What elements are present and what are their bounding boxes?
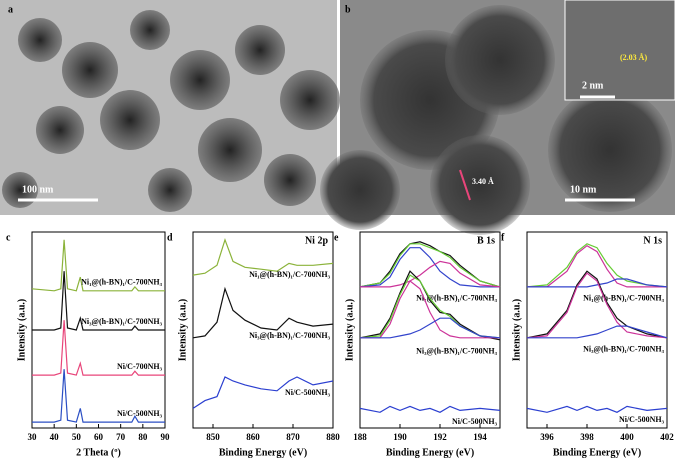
data-line — [359, 241, 501, 288]
plot-frame — [359, 231, 501, 429]
x-tick-label: 860 — [246, 432, 260, 442]
scale-bar-label: 2 nm — [582, 80, 604, 91]
series-label: Ni/C-500NH₃ — [452, 417, 498, 426]
data-line — [360, 317, 501, 339]
x-axis-label: 2 Theta (º) — [76, 447, 121, 458]
chart-title: B 1s — [477, 235, 495, 246]
x-tick-label: 850 — [206, 432, 220, 442]
scale-bar-label: 100 nm — [22, 184, 54, 195]
panel-label: c — [6, 232, 11, 243]
x-tick-label: 402 — [660, 432, 674, 442]
spacing-label: (2.03 Å) — [620, 53, 647, 62]
data-line — [526, 270, 668, 339]
x-tick-label: 192 — [433, 432, 447, 442]
data-line — [359, 247, 500, 288]
inset — [564, 0, 675, 101]
data-line — [526, 243, 668, 288]
data-line — [192, 237, 334, 276]
plot-frame — [526, 231, 668, 429]
y-axis-label: Intensity (a.u.) — [511, 299, 522, 362]
plot-frame — [192, 231, 334, 429]
series-label: Ni₁@(h-BN)₁/C-700NH₃ — [81, 278, 162, 287]
x-tick-label: 90 — [161, 432, 171, 442]
data-line — [32, 271, 165, 331]
data-line — [527, 244, 667, 288]
x-tick-label: 190 — [393, 432, 407, 442]
series-label: Ni₁@(h-BN)₁/C-700NH₃ — [416, 294, 497, 303]
x-tick-label: 400 — [620, 432, 634, 442]
x-tick-label: 60 — [94, 432, 104, 442]
series-label: Ni₃@(h-BN)₁/C-700NH₃ — [416, 347, 497, 356]
panel-label: b — [345, 4, 351, 15]
data-line — [526, 272, 668, 339]
x-axis-label: Binding Energy (eV) — [553, 447, 641, 458]
panel-label: a — [8, 4, 13, 15]
series-label: Ni₃@(h-BN)₁/C-700NH₃ — [81, 317, 162, 326]
series-label: Ni/C-700NH₃ — [117, 362, 163, 371]
data-line — [527, 278, 668, 288]
series-label: Ni/C-500NH₃ — [285, 388, 331, 397]
y-axis-label: Intensity (a.u.) — [344, 299, 355, 362]
y-axis-label: Intensity (a.u.) — [177, 299, 188, 362]
tem-image-a: a 100 nm — [0, 0, 340, 215]
series-label: Ni₃@(h-BN)₁/C-700NH₃ — [583, 345, 664, 354]
y-axis-label: Intensity (a.u.) — [16, 299, 27, 362]
data-line — [527, 325, 668, 339]
x-tick-label: 80 — [138, 432, 148, 442]
x-tick-label: 194 — [473, 432, 487, 442]
data-line — [192, 286, 334, 339]
panel-label: e — [334, 232, 339, 243]
series-label: Ni₃@(h-BN)₁/C-700NH₃ — [249, 331, 330, 340]
x-tick-label: 70 — [116, 432, 126, 442]
x-tick-label: 880 — [326, 432, 340, 442]
x-tick-label: 40 — [50, 432, 60, 442]
data-line — [526, 405, 668, 413]
chart-title: N 1s — [643, 235, 662, 246]
series-label: Ni₁@(h-BN)₁/C-700NH₃ — [583, 294, 664, 303]
spacing-marker — [459, 169, 471, 201]
x-tick-label: 870 — [286, 432, 300, 442]
chart-title: Ni 2p — [305, 235, 329, 246]
data-line — [192, 376, 334, 409]
data-line — [360, 280, 500, 339]
data-line — [360, 260, 501, 288]
x-tick-label: 398 — [580, 432, 594, 442]
x-tick-label: 188 — [353, 432, 367, 442]
x-tick-label: 50 — [72, 432, 82, 442]
panel-label: d — [167, 232, 173, 243]
x-axis-label: Binding Energy (eV) — [386, 447, 474, 458]
data-line — [32, 369, 165, 423]
data-line — [359, 243, 501, 288]
series-label: Ni₁@(h-BN)₁/C-700NH₃ — [249, 270, 330, 279]
scale-bar-label: 10 nm — [570, 184, 597, 195]
data-line — [31, 239, 165, 292]
series-label: Ni/C-500NH₃ — [117, 409, 163, 418]
x-tick-label: 30 — [28, 432, 38, 442]
data-line — [359, 405, 501, 413]
x-axis-label: Binding Energy (eV) — [219, 447, 307, 458]
data-line — [32, 320, 165, 376]
x-tick-label: 396 — [540, 432, 554, 442]
panel-label: f — [501, 232, 505, 243]
tem-image-b: b 2 nm (2.03 Å) 3.40 Å 10 nm — [320, 0, 675, 235]
series-label: Ni/C-500NH₃ — [619, 415, 665, 424]
spacing-label: 3.40 Å — [472, 177, 494, 186]
